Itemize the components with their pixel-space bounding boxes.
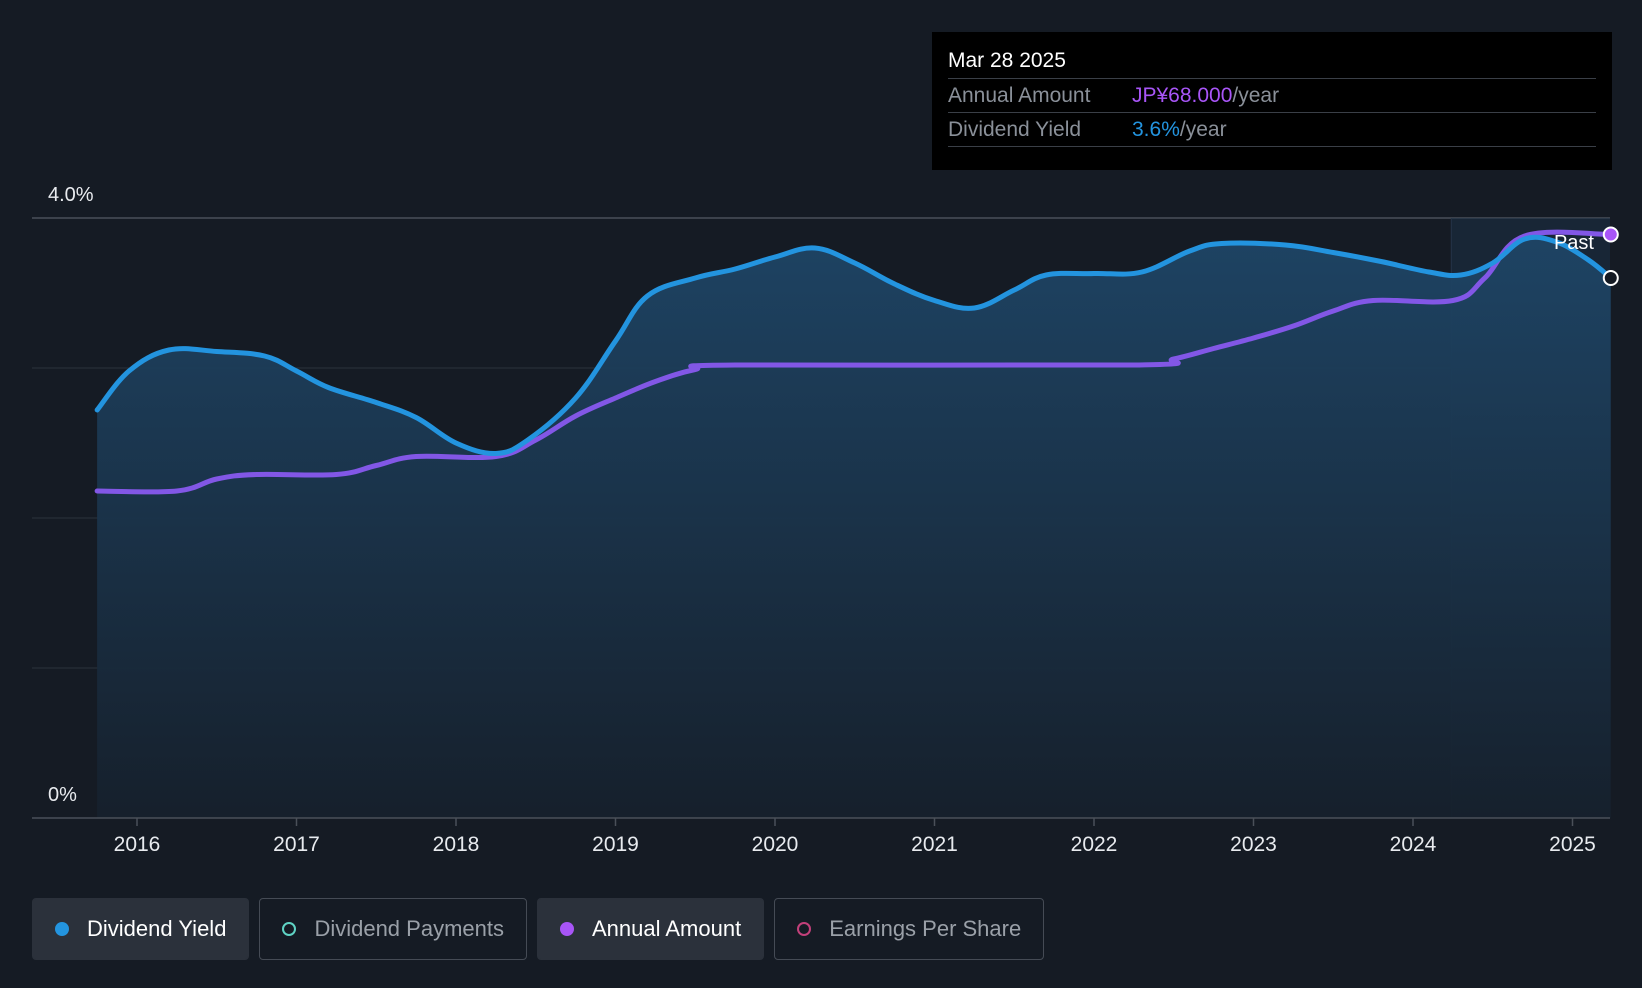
tooltip-value: JP¥68.000 bbox=[1132, 84, 1233, 107]
x-tick-label: 2019 bbox=[592, 833, 639, 856]
dividend-yield-line bbox=[94, 234, 1614, 457]
x-tick-label: 2022 bbox=[1071, 833, 1118, 856]
x-axis-ticks: 2016 2017 2018 2019 2020 2021 2022 2023 2024 2025 bbox=[114, 818, 1596, 856]
tooltip-unit: /year bbox=[1179, 118, 1227, 141]
y-tick-top: 4.0% bbox=[48, 184, 94, 206]
annual-amount-line bbox=[94, 229, 1614, 495]
tooltip-date: Mar 28 2025 bbox=[948, 49, 1066, 72]
tooltip-row-annual-amount: Annual Amount JP¥68.000 /year bbox=[948, 78, 1596, 112]
y-tick-bottom: 0% bbox=[48, 784, 77, 806]
legend-label: Annual Amount bbox=[591, 916, 742, 941]
dividend-payments-circle-icon bbox=[282, 922, 297, 936]
x-tick-label: 2017 bbox=[273, 833, 320, 856]
legend: Dividend Yield Dividend Payments Annual … bbox=[32, 898, 1045, 960]
annual-amount-dot-icon bbox=[559, 922, 574, 936]
x-tick-label: 2020 bbox=[752, 833, 799, 856]
tooltip-value: 3.6% bbox=[1132, 118, 1180, 141]
legend-earnings-per-share[interactable]: Earnings Per Share bbox=[774, 898, 1045, 960]
x-tick-label: 2018 bbox=[433, 833, 480, 856]
dividend-yield-endpoint[interactable] bbox=[1602, 270, 1619, 286]
annual-amount-endpoint[interactable] bbox=[1602, 226, 1619, 243]
legend-label: Dividend Payments bbox=[314, 916, 504, 941]
dividend-yield-area bbox=[97, 237, 1611, 818]
earnings-per-share-circle-icon bbox=[797, 922, 812, 936]
past-label: Past bbox=[1554, 232, 1594, 254]
tooltip-unit: /year bbox=[1232, 84, 1280, 107]
tooltip-label: Dividend Yield bbox=[948, 118, 1082, 141]
legend-annual-amount[interactable]: Annual Amount bbox=[536, 898, 765, 960]
x-tick-label: 2024 bbox=[1390, 833, 1437, 856]
legend-dividend-payments[interactable]: Dividend Payments bbox=[259, 898, 527, 960]
x-tick-label: 2025 bbox=[1549, 833, 1596, 856]
x-tick-label: 2021 bbox=[911, 833, 958, 856]
legend-label: Dividend Yield bbox=[87, 916, 227, 941]
tooltip: Mar 28 2025 Annual Amount JP¥68.000 /yea… bbox=[932, 32, 1612, 170]
tooltip-label: Annual Amount bbox=[948, 84, 1091, 107]
tooltip-row-dividend-yield: Dividend Yield 3.6% /year bbox=[948, 112, 1596, 147]
dividend-yield-dot-icon bbox=[55, 922, 69, 936]
x-tick-label: 2016 bbox=[114, 833, 161, 856]
x-tick-label: 2023 bbox=[1230, 833, 1277, 856]
legend-label: Earnings Per Share bbox=[829, 916, 1022, 941]
legend-dividend-yield[interactable]: Dividend Yield bbox=[32, 898, 250, 960]
